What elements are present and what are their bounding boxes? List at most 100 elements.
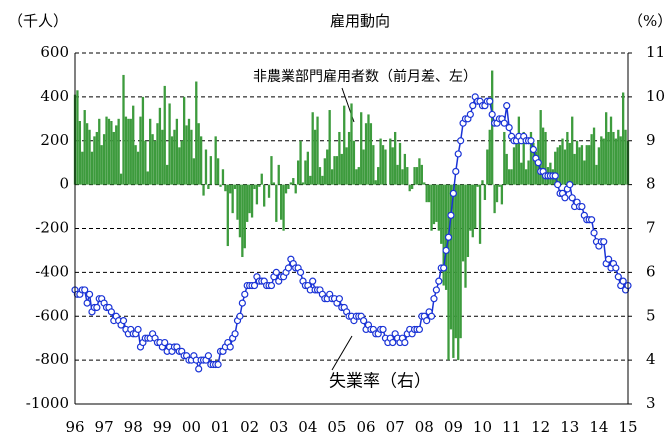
marker bbox=[578, 202, 586, 211]
bar bbox=[607, 131, 610, 185]
bar bbox=[301, 182, 305, 185]
x-tick-label: 12 bbox=[531, 418, 550, 436]
y-tick-label: 400 bbox=[40, 87, 69, 105]
bar bbox=[566, 131, 569, 185]
bar bbox=[110, 121, 113, 185]
bar bbox=[374, 180, 377, 185]
y2-tick-label: 4 bbox=[646, 350, 656, 368]
bar bbox=[243, 184, 246, 249]
bar bbox=[338, 131, 341, 185]
marker bbox=[241, 290, 249, 298]
y-tick-label: -200 bbox=[35, 219, 69, 237]
marker bbox=[85, 290, 94, 298]
marker bbox=[430, 295, 438, 303]
bar bbox=[410, 184, 414, 190]
bar bbox=[488, 129, 491, 185]
bar bbox=[571, 116, 574, 185]
bar bbox=[289, 182, 293, 185]
bar bbox=[95, 131, 98, 185]
x-tick-label: 07 bbox=[386, 418, 405, 436]
bar bbox=[583, 160, 586, 185]
y-tick-label: -1000 bbox=[26, 394, 69, 412]
bar bbox=[459, 184, 462, 339]
bar bbox=[347, 131, 351, 185]
bar bbox=[396, 164, 399, 185]
bar bbox=[192, 158, 195, 185]
bar bbox=[430, 184, 433, 231]
bar bbox=[369, 123, 373, 185]
y-tick-label: -600 bbox=[35, 306, 69, 324]
bar bbox=[202, 184, 205, 196]
marker bbox=[500, 119, 508, 127]
marker bbox=[619, 277, 627, 285]
marker bbox=[590, 229, 598, 237]
y-tick-label: -400 bbox=[35, 262, 69, 280]
marker bbox=[134, 325, 142, 334]
marker bbox=[447, 211, 455, 219]
bar bbox=[447, 184, 450, 361]
bar bbox=[573, 153, 576, 185]
bar bbox=[360, 112, 363, 185]
bar bbox=[515, 138, 518, 185]
marker bbox=[267, 281, 276, 290]
bar bbox=[585, 145, 588, 185]
bar bbox=[260, 173, 263, 185]
bar bbox=[132, 105, 135, 185]
bar bbox=[381, 145, 385, 185]
bar bbox=[403, 153, 407, 185]
bar bbox=[255, 184, 259, 205]
bar bbox=[437, 184, 440, 231]
bar bbox=[418, 158, 421, 185]
bar bbox=[127, 118, 130, 185]
y-axis-label: （千人） bbox=[8, 12, 68, 30]
bar bbox=[425, 184, 428, 203]
bar bbox=[117, 118, 120, 185]
bar bbox=[170, 136, 174, 185]
bar bbox=[367, 114, 370, 185]
bar bbox=[541, 127, 545, 185]
bar bbox=[590, 134, 593, 185]
bar bbox=[464, 184, 467, 288]
bar bbox=[311, 112, 314, 185]
bar bbox=[270, 156, 273, 185]
bar bbox=[340, 153, 343, 185]
bar bbox=[554, 151, 557, 185]
x-tick-label: 15 bbox=[618, 418, 637, 436]
bar bbox=[597, 147, 601, 185]
bar bbox=[241, 184, 244, 258]
bar bbox=[435, 184, 438, 222]
bar bbox=[486, 149, 489, 185]
bar bbox=[134, 145, 137, 185]
bar bbox=[454, 184, 457, 339]
marker bbox=[454, 150, 462, 158]
bar bbox=[318, 167, 322, 185]
bar bbox=[461, 184, 465, 262]
bar bbox=[226, 184, 229, 247]
bar bbox=[406, 167, 409, 185]
bar bbox=[151, 134, 154, 185]
bar bbox=[508, 169, 511, 185]
bar bbox=[294, 184, 297, 194]
bar bbox=[495, 184, 499, 203]
bar bbox=[343, 105, 346, 185]
bar bbox=[216, 158, 220, 185]
x-tick-label: 09 bbox=[444, 418, 463, 436]
bar bbox=[199, 136, 203, 185]
marker bbox=[457, 137, 465, 145]
bar bbox=[364, 123, 368, 185]
bar bbox=[355, 169, 358, 185]
bar bbox=[296, 160, 300, 185]
bar bbox=[609, 116, 613, 185]
marker bbox=[600, 238, 608, 246]
bar bbox=[335, 156, 339, 185]
bar bbox=[491, 70, 494, 185]
bar bbox=[112, 131, 115, 185]
bar bbox=[122, 74, 125, 185]
bar bbox=[394, 131, 397, 185]
bar bbox=[415, 167, 419, 185]
bar bbox=[614, 138, 618, 185]
bar bbox=[517, 116, 521, 185]
marker bbox=[389, 338, 397, 347]
x-tick-label: 10 bbox=[473, 418, 492, 436]
bar bbox=[578, 147, 581, 185]
